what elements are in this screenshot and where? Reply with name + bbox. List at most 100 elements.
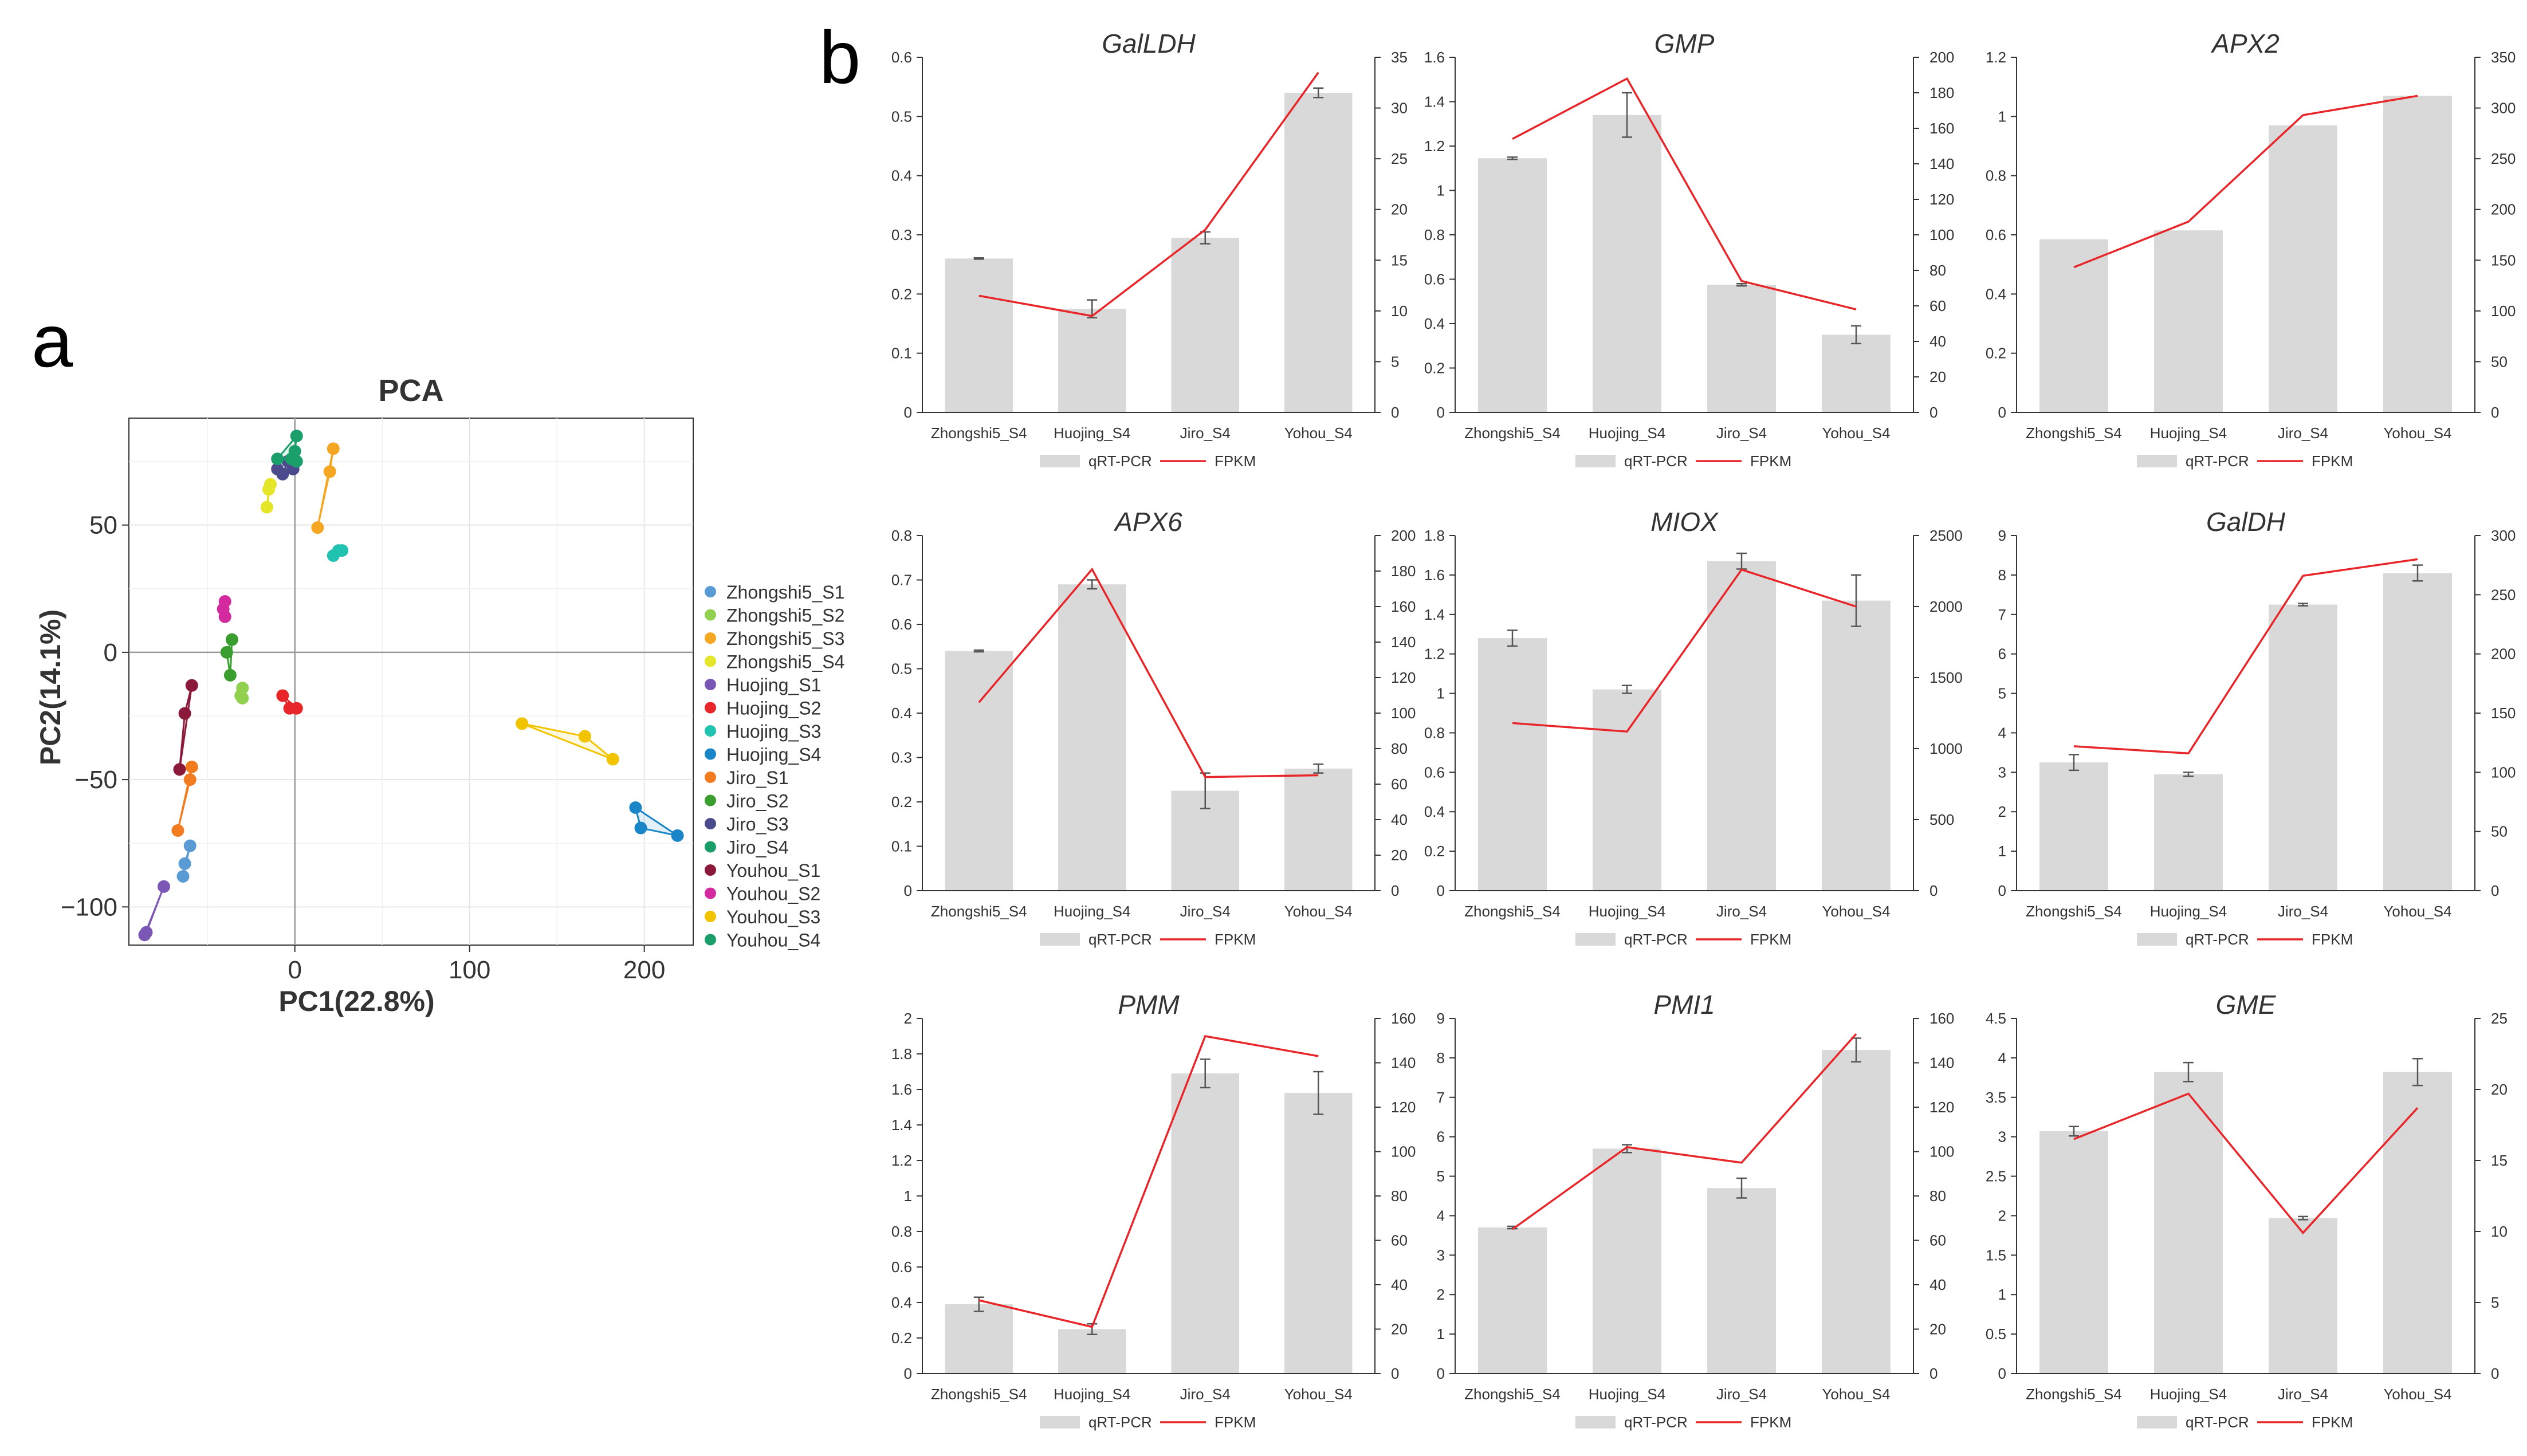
left-tick-label: 0.5 bbox=[1986, 1325, 2006, 1343]
left-tick-label: 0 bbox=[1437, 1365, 1445, 1382]
left-tick-label: 1.8 bbox=[891, 1045, 912, 1063]
left-tick-label: 0 bbox=[1998, 882, 2006, 899]
left-tick-label: 0.6 bbox=[891, 616, 912, 633]
category-label: Jiro_S4 bbox=[1180, 1386, 1231, 1403]
bar-qrt-pcr bbox=[1478, 638, 1547, 891]
right-tick-label: 160 bbox=[1391, 1010, 1416, 1027]
right-tick-label: 200 bbox=[1929, 49, 1954, 66]
legend-qrt-pcr-label: qRT-PCR bbox=[1624, 931, 1688, 948]
right-tick-label: 20 bbox=[1391, 1321, 1408, 1338]
right-tick-label: 60 bbox=[1929, 297, 1946, 314]
category-label: Huojing_S4 bbox=[1589, 424, 1665, 442]
pca-point-Jiro_S2 bbox=[220, 646, 233, 659]
right-tick-label: 100 bbox=[1391, 705, 1416, 722]
line-fpkm bbox=[1512, 568, 1857, 733]
pca-hull-Jiro_S1 bbox=[176, 766, 193, 831]
chart-GME: GME 0 0.5 1 1.5 2 2.5 3 3.5 4 4.5 0 5 10 15 20 25 Zhongsh… bbox=[1986, 990, 2508, 1431]
left-tick-label: 4 bbox=[1437, 1207, 1445, 1224]
right-tick-label: 0 bbox=[2491, 1365, 2499, 1382]
legend-qrt-pcr-label: qRT-PCR bbox=[1088, 931, 1152, 948]
category-label: Zhongshi5_S4 bbox=[2026, 424, 2122, 442]
category-label: Huojing_S4 bbox=[2150, 1386, 2227, 1403]
right-tick-label: 250 bbox=[2491, 586, 2516, 603]
panel-a-label: a bbox=[32, 299, 73, 383]
chart-APX2: APX2 0 0.2 0.4 0.6 0.8 1 1.2 0 50 100 150 200 250 300 3… bbox=[1986, 29, 2516, 470]
left-tick-label: 4 bbox=[1998, 1049, 2006, 1067]
pca-legend-label: Youhou_S2 bbox=[726, 884, 820, 904]
pca-point-Huojing_S3 bbox=[336, 544, 349, 557]
category-label: Jiro_S4 bbox=[1180, 424, 1231, 442]
left-tick-label: 0 bbox=[1437, 404, 1445, 421]
left-tick-label: 3 bbox=[1437, 1246, 1445, 1264]
pca-x-axis-label: PC1(22.8%) bbox=[278, 985, 434, 1017]
right-tick-label: 50 bbox=[2491, 353, 2508, 370]
bar-qrt-pcr bbox=[945, 258, 1013, 412]
pca-legend-marker bbox=[705, 818, 716, 829]
pca-legend-marker bbox=[705, 887, 716, 899]
left-tick-label: 2 bbox=[1998, 803, 2006, 820]
right-tick-label: 25 bbox=[1391, 150, 1408, 167]
bar-qrt-pcr bbox=[1284, 768, 1353, 891]
pca-legend-label: Jiro_S4 bbox=[726, 837, 789, 858]
left-tick-label: 3 bbox=[1998, 1128, 2006, 1146]
bar-qrt-pcr bbox=[2039, 762, 2108, 891]
left-tick-label: 0.1 bbox=[891, 838, 912, 855]
left-tick-label: 0 bbox=[1998, 1365, 2006, 1382]
left-tick-label: 3.5 bbox=[1986, 1089, 2006, 1106]
bar-qrt-pcr bbox=[1822, 1050, 1891, 1374]
left-tick-label: 0.8 bbox=[1424, 724, 1445, 741]
right-tick-label: 140 bbox=[1391, 633, 1416, 651]
left-tick-label: 0.5 bbox=[891, 108, 912, 125]
right-tick-label: 60 bbox=[1391, 1232, 1408, 1249]
left-tick-label: 0.6 bbox=[1986, 226, 2006, 243]
left-tick-label: 0.4 bbox=[891, 705, 912, 722]
legend-qrt-pcr-label: qRT-PCR bbox=[1624, 1414, 1688, 1431]
bar-qrt-pcr bbox=[1284, 93, 1353, 412]
pca-legend-label: Zhongshi5_S4 bbox=[726, 652, 844, 672]
pca-point-Jiro_S4 bbox=[271, 452, 284, 466]
bar-qrt-pcr bbox=[1171, 1073, 1239, 1374]
pca-legend-marker bbox=[705, 609, 716, 621]
legend-qrt-pcr-swatch bbox=[1040, 455, 1080, 467]
left-tick-label: 1 bbox=[1437, 685, 1445, 702]
right-tick-label: 100 bbox=[2491, 764, 2516, 781]
right-tick-label: 120 bbox=[1929, 1099, 1954, 1116]
left-tick-label: 1.2 bbox=[1424, 646, 1445, 663]
left-tick-label: 6 bbox=[1437, 1128, 1445, 1146]
pca-point-Huojing_S2 bbox=[276, 689, 289, 702]
right-tick-label: 140 bbox=[1929, 1054, 1954, 1072]
left-tick-label: 0 bbox=[1998, 404, 2006, 421]
left-tick-label: 1.2 bbox=[891, 1152, 912, 1169]
left-tick-label: 2 bbox=[904, 1010, 912, 1027]
right-tick-label: 2500 bbox=[1929, 527, 1963, 544]
right-tick-label: 0 bbox=[2491, 404, 2499, 421]
category-label: Huojing_S4 bbox=[1054, 424, 1130, 442]
pca-legend-label: Zhongshi5_S3 bbox=[726, 628, 844, 649]
right-tick-label: 20 bbox=[1391, 847, 1408, 864]
right-tick-label: 160 bbox=[1391, 598, 1416, 615]
right-tick-label: 50 bbox=[2491, 823, 2508, 840]
category-label: Jiro_S4 bbox=[2278, 1386, 2328, 1403]
bar-qrt-pcr bbox=[2154, 1072, 2223, 1374]
pca-point-Huojing_S4 bbox=[629, 801, 642, 814]
left-tick-label: 1.6 bbox=[1424, 49, 1445, 66]
bar-qrt-pcr bbox=[1478, 158, 1547, 412]
left-tick-label: 0.6 bbox=[891, 1258, 912, 1276]
pca-legend-label: Jiro_S2 bbox=[726, 791, 789, 812]
pca-legend-label: Youhou_S4 bbox=[726, 930, 820, 951]
pca-y-tick-label: 0 bbox=[104, 639, 117, 667]
right-tick-label: 140 bbox=[1391, 1054, 1416, 1072]
bar-qrt-pcr bbox=[1058, 309, 1126, 412]
pca-point-Youhou_S2 bbox=[218, 610, 231, 623]
category-label: Huojing_S4 bbox=[1589, 903, 1665, 920]
pca-legend-label: Huojing_S3 bbox=[726, 721, 821, 742]
right-tick-label: 60 bbox=[1391, 776, 1408, 793]
category-label: Jiro_S4 bbox=[1716, 903, 1767, 920]
left-tick-label: 0.8 bbox=[891, 527, 912, 544]
pca-x-tick-label: 0 bbox=[288, 956, 301, 984]
left-tick-label: 1.4 bbox=[1424, 93, 1445, 111]
bar-qrt-pcr bbox=[1707, 561, 1776, 891]
category-label: Jiro_S4 bbox=[2278, 424, 2328, 442]
pca-legend-marker bbox=[705, 794, 716, 806]
